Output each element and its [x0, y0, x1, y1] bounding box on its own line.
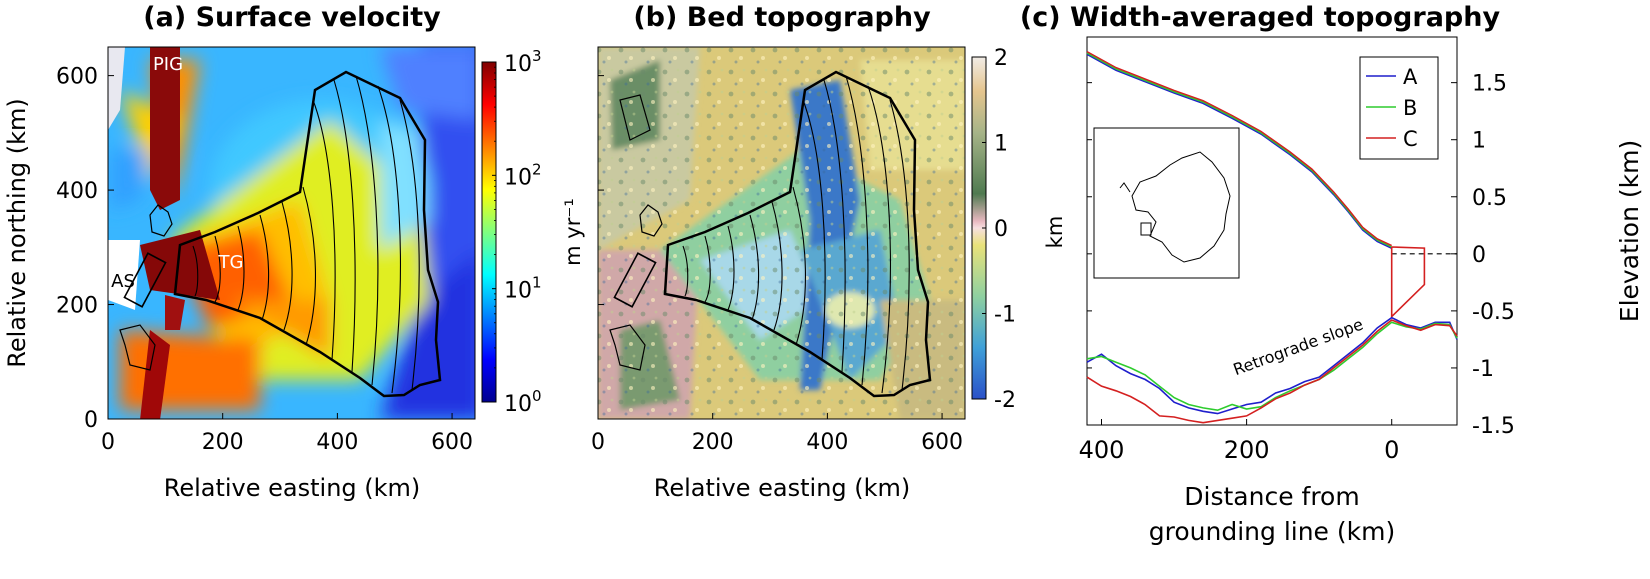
x-tick-label: 200 — [1224, 436, 1270, 464]
x-tick-label: 400 — [806, 430, 848, 455]
panel-a-colorbar-label: m yr⁻¹ — [561, 198, 585, 266]
surface-line-c — [1086, 50, 1393, 247]
antarctica-inset — [1093, 127, 1240, 279]
inset-study-area — [1140, 222, 1152, 236]
y-tick-label: -1 — [1472, 357, 1494, 382]
surface-line-a — [1086, 53, 1393, 249]
coastline-a — [119, 204, 173, 371]
bed-topography-map — [598, 47, 965, 419]
panel-b-xlabel: Relative easting (km) — [654, 474, 911, 502]
x-tick-label: 0 — [1384, 436, 1399, 464]
y-tick-label: 1 — [1472, 129, 1486, 154]
y-tick-label: 400 — [56, 179, 98, 204]
antarctica-outline — [1119, 151, 1231, 263]
surface-line-b — [1086, 52, 1393, 248]
panel-a-ylabel: Relative northing (km) — [3, 98, 31, 368]
panel-b-colorbar-ticks: 2 1 0 -1 -2 — [982, 46, 1016, 413]
colorbar-tick-label: 0 — [994, 217, 1008, 242]
panel-c-xlabel-line2: grounding line (km) — [1149, 517, 1395, 546]
grounding-line-box-b — [613, 252, 657, 308]
panel-b: (b) Bed topography — [591, 2, 1067, 502]
x-tick-label: 200 — [202, 430, 244, 455]
panel-c-xlabel-line1: Distance from — [1184, 482, 1359, 511]
colorbar-tick-label: 101 — [504, 274, 542, 304]
colorbar-tick-label: 102 — [504, 160, 542, 190]
panel-b-title: (b) Bed topography — [633, 2, 931, 33]
y-tick-label: 0 — [1472, 243, 1486, 268]
annot-as: AS — [111, 271, 135, 292]
velocity-map — [108, 47, 475, 419]
panel-c-title: (c) Width-averaged topography — [1020, 2, 1501, 33]
y-tick-label: 0 — [84, 408, 98, 433]
panel-a-colorbar-ticks: 100 101 102 103 — [492, 47, 542, 417]
x-tick-label: 600 — [921, 430, 963, 455]
coastline-b — [609, 94, 663, 371]
panel-a: (a) Surface velocity — [3, 2, 585, 502]
colorbar-tick-label: 103 — [504, 47, 542, 77]
colorbar-tick-label: -2 — [994, 388, 1016, 413]
panel-a-title: (a) Surface velocity — [143, 2, 441, 33]
bed-line-a — [1086, 316, 1458, 415]
colorbar-tick-label: 1 — [994, 132, 1008, 157]
panel-b-colorbar-label: km — [1043, 216, 1067, 249]
panel-a-axes-box — [107, 46, 476, 420]
annot-retrograde-slope: Retrograde slope — [1231, 315, 1366, 380]
y-tick-label: -1.5 — [1472, 414, 1515, 439]
panel-c-plot — [1086, 50, 1458, 424]
panel-c-ylabel: Elevation (km) — [1615, 140, 1644, 322]
grounding-line-box — [123, 252, 167, 308]
legend-label-b: B — [1403, 96, 1417, 120]
tg-basin-outline — [173, 70, 442, 398]
x-tick-label: 400 — [316, 430, 358, 455]
panel-a-colorbar — [481, 61, 497, 403]
y-tick-label: -0.5 — [1472, 300, 1515, 325]
colorbar-tick-label: -1 — [994, 303, 1016, 328]
x-tick-label: 400 — [1079, 436, 1125, 464]
panel-c: (c) Width-averaged topography ABC Retrog… — [1020, 2, 1644, 546]
y-tick-label: 0.5 — [1472, 186, 1507, 211]
colorbar-tick-label: 2 — [994, 46, 1008, 71]
legend-label-a: A — [1403, 65, 1418, 89]
annot-pig: PIG — [153, 54, 183, 75]
panel-a-xlabel: Relative easting (km) — [164, 474, 421, 502]
x-tick-label: 600 — [431, 430, 473, 455]
y-tick-label: 200 — [56, 294, 98, 319]
panel-c-legend: ABC — [1359, 56, 1439, 160]
panel-c-axes: 400 200 0 1.5 1 0.5 0 -0.5 -1 -1.5 — [1079, 72, 1515, 464]
panel-a-axes: 0 200 400 600 0 200 400 600 — [56, 65, 473, 455]
x-tick-label: 0 — [591, 430, 605, 455]
y-tick-label: 1.5 — [1472, 72, 1507, 97]
ice-shelf-outline — [1390, 246, 1426, 319]
tg-flowlines — [192, 75, 420, 394]
bed-line-c — [1086, 319, 1458, 424]
panel-b-axes: 0 200 400 600 — [591, 75, 963, 455]
x-tick-label: 0 — [101, 430, 115, 455]
bed-line-b — [1086, 321, 1458, 412]
panel-c-axes-box — [1086, 36, 1458, 426]
annot-tg: TG — [218, 252, 244, 273]
tg-flowlines-b — [682, 75, 910, 394]
x-tick-label: 200 — [692, 430, 734, 455]
colorbar-tick-label: 100 — [504, 387, 542, 417]
legend-label-c: C — [1403, 127, 1418, 151]
y-tick-label: 600 — [56, 65, 98, 90]
panel-b-axes-box — [597, 46, 966, 420]
tg-basin-outline-b — [663, 70, 932, 398]
